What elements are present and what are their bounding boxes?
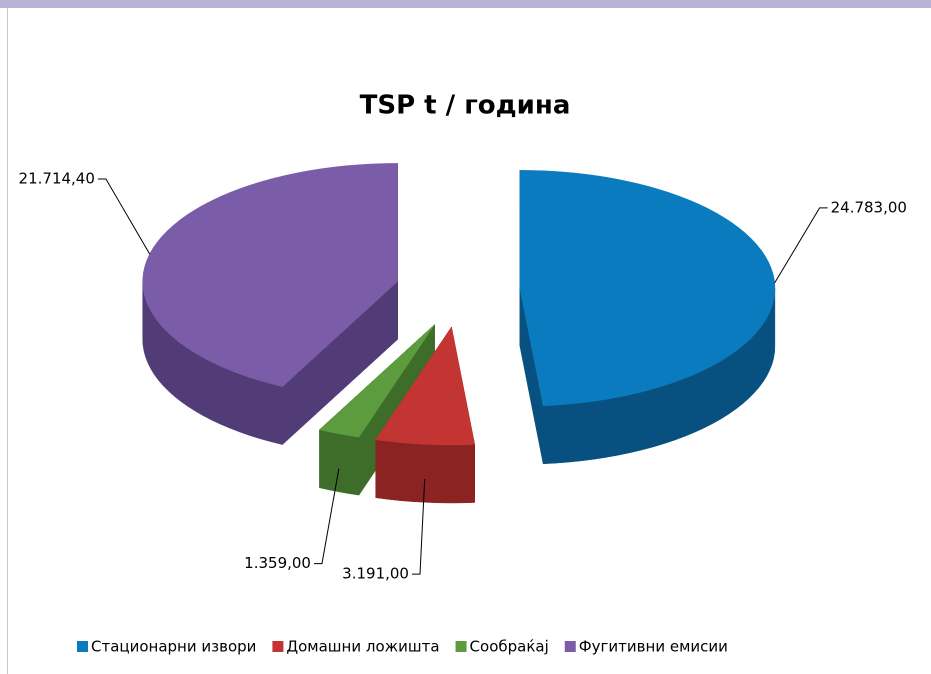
slice-top [519, 170, 776, 407]
legend-swatch [272, 641, 284, 652]
legend-label: Сообраќај [470, 638, 549, 656]
legend-label: Стационарни извори [91, 638, 256, 656]
top-bar [0, 0, 931, 8]
chart-title: TSP t / година [360, 91, 571, 121]
legend-label: Домашни ложишта [286, 638, 439, 656]
legend-swatch [564, 641, 576, 652]
slice-top [375, 326, 476, 446]
leader-line [97, 178, 151, 255]
data-label: 3.191,00 [342, 565, 409, 583]
leader-line [411, 479, 426, 575]
slice-top [318, 324, 435, 438]
slice [375, 326, 476, 504]
data-label: 1.359,00 [244, 554, 311, 572]
slice [519, 170, 776, 465]
leader-line [774, 207, 828, 284]
legend-swatch [455, 641, 467, 652]
slice [142, 163, 398, 446]
legend-label: Фугитивни емисии [579, 638, 728, 656]
leader-line [313, 468, 340, 565]
slice-wall [375, 439, 475, 504]
slice-wall [319, 429, 360, 496]
data-label: 24.783,00 [831, 198, 907, 216]
data-label: 21.714,40 [19, 169, 95, 187]
legend-swatch [77, 641, 88, 652]
